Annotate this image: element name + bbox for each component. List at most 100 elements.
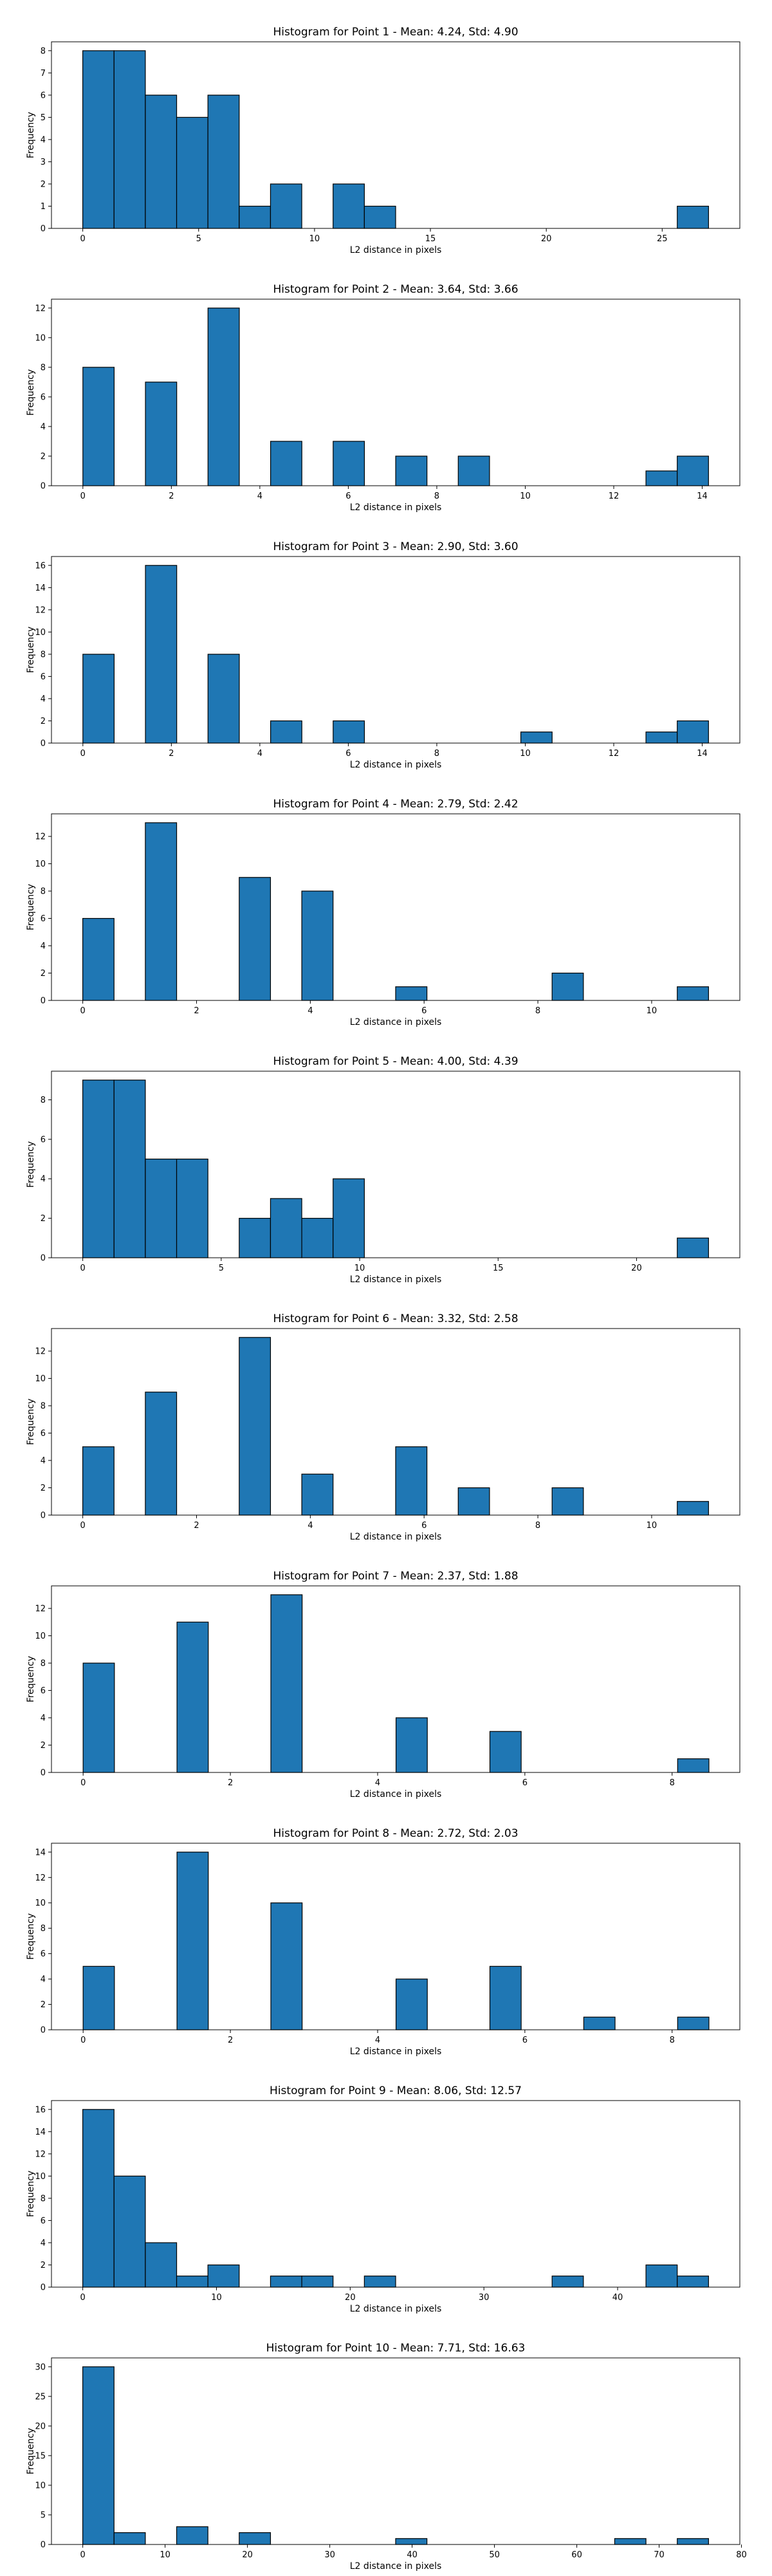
- x-tick-label: 4: [257, 492, 262, 501]
- y-tick-label: 12: [35, 1873, 46, 1883]
- histogram-bar: [270, 1594, 303, 1773]
- y-tick-label: 12: [35, 1605, 46, 1614]
- y-tick-label: 6: [41, 1686, 46, 1696]
- histogram-bar: [363, 205, 396, 229]
- x-tick-label: 2: [228, 1778, 233, 1788]
- y-tick-label: 4: [41, 422, 46, 432]
- histogram-bar: [551, 972, 584, 1001]
- x-axis-label: L2 distance in pixels: [350, 502, 442, 513]
- y-tick-label: 6: [41, 1135, 46, 1145]
- histogram-bar: [82, 1662, 115, 1773]
- y-tick-label: 25: [35, 2392, 46, 2402]
- chart-panel-10: Histogram for Point 10 - Mean: 7.71, Std…: [26, 2342, 747, 2571]
- x-tick-label: 10: [520, 492, 531, 501]
- y-tick-label: 12: [35, 2149, 46, 2159]
- y-tick-label: 0: [41, 2283, 46, 2293]
- y-tick-label: 10: [35, 1632, 46, 1641]
- histogram-bar: [113, 50, 146, 229]
- histogram-bar: [82, 1965, 115, 2030]
- histogram-bar: [145, 2242, 178, 2288]
- y-tick-label: 4: [41, 942, 46, 952]
- y-tick-label: 10: [35, 2172, 46, 2182]
- y-tick-label: 14: [35, 2128, 46, 2137]
- x-axis-label: L2 distance in pixels: [350, 2304, 442, 2314]
- chart-panel-3: Histogram for Point 3 - Mean: 2.90, Std:…: [26, 540, 740, 770]
- y-tick-label: 2: [41, 969, 46, 979]
- histogram-bar: [239, 877, 271, 1001]
- y-tick-label: 10: [35, 1374, 46, 1384]
- y-tick-label: 8: [41, 1924, 46, 1934]
- x-axis-label: L2 distance in pixels: [350, 245, 442, 255]
- y-tick-label: 10: [35, 333, 46, 343]
- y-tick-label: 0: [41, 225, 46, 234]
- histogram-bar: [82, 50, 115, 229]
- y-tick-label: 0: [41, 997, 46, 1006]
- histogram-bar: [82, 367, 115, 486]
- axes-frame: [51, 556, 740, 744]
- histogram-bar: [489, 1965, 522, 2030]
- histogram-bar: [176, 2276, 208, 2288]
- chart-title: Histogram for Point 5 - Mean: 4.00, Std:…: [273, 1055, 518, 1068]
- chart-title: Histogram for Point 10 - Mean: 7.71, Std…: [266, 2342, 526, 2355]
- x-tick-label: 2: [228, 2036, 233, 2045]
- histogram-bar: [301, 1473, 334, 1516]
- histogram-bar: [207, 308, 240, 486]
- chart-panel-4: Histogram for Point 4 - Mean: 2.79, Std:…: [26, 798, 740, 1027]
- y-tick-label: 6: [41, 392, 46, 402]
- x-tick-label: 10: [211, 2293, 222, 2303]
- histogram-bar: [82, 654, 115, 744]
- y-tick-label: 8: [41, 363, 46, 373]
- y-tick-label: 6: [41, 91, 46, 100]
- x-tick-label: 4: [308, 1006, 313, 1016]
- histogram-bar: [270, 183, 302, 229]
- y-tick-label: 16: [35, 561, 46, 571]
- x-tick-label: 70: [654, 2550, 665, 2560]
- histogram-bar: [82, 917, 115, 1001]
- histogram-bar: [270, 1902, 303, 2030]
- x-tick-label: 10: [309, 234, 320, 244]
- histogram-bar: [113, 2532, 146, 2545]
- chart-panel-7: Histogram for Point 7 - Mean: 2.37, Std:…: [26, 1570, 740, 1799]
- x-tick-label: 5: [219, 1264, 224, 1273]
- histogram-bar: [176, 2526, 208, 2545]
- histogram-bar: [583, 2016, 616, 2030]
- x-tick-label: 20: [242, 2550, 253, 2560]
- histogram-bar: [645, 731, 678, 744]
- x-tick-label: 0: [80, 749, 86, 759]
- y-tick-label: 8: [41, 1096, 46, 1105]
- histogram-bar: [677, 986, 709, 1001]
- x-tick-label: 6: [522, 1778, 528, 1788]
- histogram-bar: [395, 1717, 428, 1773]
- y-tick-label: 15: [35, 2451, 46, 2461]
- histogram-bar: [395, 986, 428, 1001]
- chart-title: Histogram for Point 8 - Mean: 2.72, Std:…: [273, 1827, 518, 1840]
- axes-frame: [51, 41, 740, 229]
- histogram-bar: [677, 1237, 709, 1258]
- chart-panel-2: Histogram for Point 2 - Mean: 3.64, Std:…: [26, 283, 740, 513]
- x-tick-label: 0: [80, 1006, 85, 1016]
- histogram-bar: [489, 1731, 522, 1773]
- y-tick-label: 6: [41, 672, 46, 682]
- x-axis-label: L2 distance in pixels: [350, 1532, 442, 1542]
- histogram-bar: [395, 1446, 428, 1516]
- y-tick-label: 2: [41, 179, 46, 189]
- y-tick-label: 4: [41, 135, 46, 145]
- y-axis-label: Frequency: [26, 1399, 36, 1445]
- x-tick-label: 4: [375, 1778, 380, 1788]
- histogram-bar: [677, 2016, 710, 2030]
- x-tick-label: 20: [345, 2293, 356, 2303]
- y-tick-label: 0: [41, 1254, 46, 1264]
- x-tick-label: 8: [434, 749, 439, 759]
- x-tick-label: 8: [535, 1006, 540, 1016]
- histogram-bar: [239, 1337, 271, 1516]
- chart-panel-6: Histogram for Point 6 - Mean: 3.32, Std:…: [26, 1312, 740, 1542]
- y-tick-label: 8: [41, 46, 46, 56]
- y-tick-label: 6: [41, 914, 46, 924]
- x-tick-label: 10: [647, 1006, 657, 1016]
- histogram-bar: [520, 731, 553, 744]
- histogram-bar: [207, 654, 240, 744]
- histogram-bar: [645, 470, 678, 486]
- x-tick-label: 2: [194, 1006, 199, 1016]
- histogram-bar: [82, 2366, 115, 2545]
